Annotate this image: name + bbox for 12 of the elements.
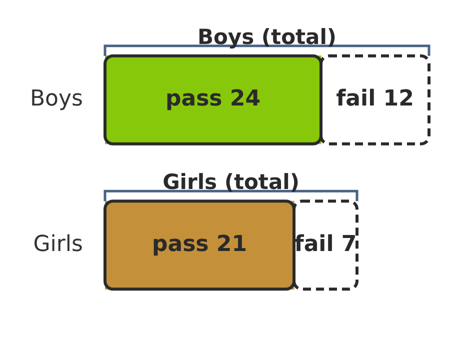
data-label: 24: [230, 86, 261, 112]
annotation: Girls (total): [162, 170, 300, 194]
series-label: fail: [294, 232, 334, 257]
y-tick-label: Girls: [33, 232, 83, 257]
y-tick-label: Boys: [30, 86, 83, 112]
text: fail: [336, 86, 376, 112]
series-label: pass: [165, 86, 222, 112]
data-label: 7: [341, 232, 357, 257]
annotation: Boys (total): [197, 24, 337, 49]
data-label: 21: [216, 232, 248, 257]
text: pass: [152, 232, 209, 257]
data-label: 12: [383, 86, 414, 112]
